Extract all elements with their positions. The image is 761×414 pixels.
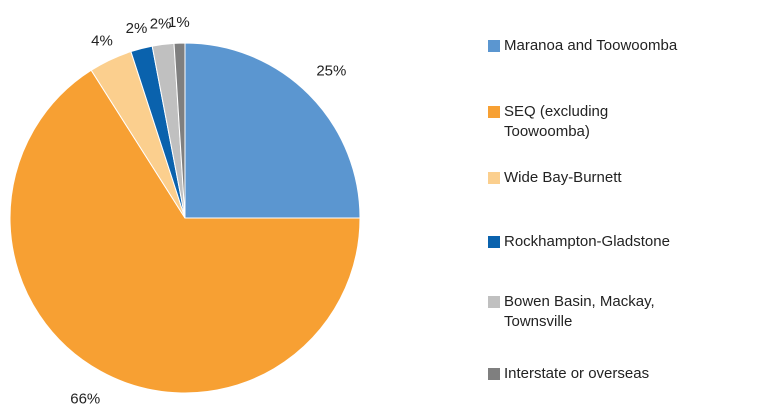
legend-label: Bowen Basin, Mackay, Townsville <box>504 293 655 330</box>
legend-item: Interstate or overseas <box>488 364 649 384</box>
legend-swatch <box>488 236 500 248</box>
pie-area: 25%66%4%2% 2%1% <box>9 14 361 407</box>
legend-swatch <box>488 172 500 184</box>
legend-swatch <box>488 296 500 308</box>
pie-slice <box>173 42 186 219</box>
legend-swatch <box>488 368 500 380</box>
legend-item: Rockhampton-Gladstone <box>488 232 670 252</box>
legend-item: Bowen Basin, Mackay, Townsville <box>488 292 664 332</box>
data-label: 25% <box>316 63 346 80</box>
legend-item: Wide Bay-Burnett <box>488 168 622 188</box>
pie-slice <box>9 69 361 394</box>
legend: Maranoa and Toowoomba SEQ (excluding Toow… <box>488 0 758 414</box>
legend-label: SEQ (excluding Toowoomba) <box>504 103 609 140</box>
legend-label: Wide Bay-Burnett <box>504 169 622 186</box>
data-label: 2% <box>150 16 172 33</box>
data-label: 2% <box>126 20 148 37</box>
legend-swatch <box>488 40 500 52</box>
data-label: 66% <box>70 390 100 407</box>
legend-label: Rockhampton-Gladstone <box>504 233 670 250</box>
legend-label: Maranoa and Toowoomba <box>504 37 678 54</box>
pie-slice <box>184 42 361 219</box>
legend-item: Maranoa and Toowoomba <box>488 36 677 56</box>
legend-label: Interstate or overseas <box>504 365 650 382</box>
data-label: 4% <box>91 33 113 50</box>
legend-item: SEQ (excluding Toowoomba) <box>488 102 664 142</box>
legend-swatch <box>488 106 500 118</box>
data-label: 1% <box>168 14 190 31</box>
